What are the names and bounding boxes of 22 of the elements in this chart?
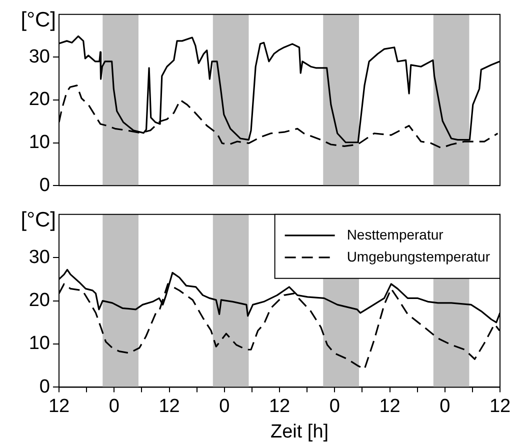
y-tick-label: 30 [28, 46, 50, 68]
y-tick-label: 20 [28, 89, 50, 110]
x-tick-label: 0 [440, 396, 450, 417]
y-axis-title: [°C] [20, 208, 56, 232]
y-tick-label: 0 [39, 376, 50, 398]
x-tick-label: 0 [108, 396, 120, 417]
x-tick-label: 0 [219, 396, 230, 417]
y-tick-label: 10 [28, 132, 50, 154]
x-tick-label: 12 [48, 396, 70, 417]
legend-label: Umgebungstemperatur [346, 248, 490, 264]
legend-label: Nesttemperatur [346, 226, 444, 242]
y-tick-label: 0 [39, 174, 50, 196]
x-tick-label: 12 [158, 396, 180, 417]
y-tick-label: 20 [28, 290, 50, 312]
x-tick-label: 12 [268, 396, 290, 417]
y-tick-label: 30 [28, 246, 50, 268]
x-tick-label: 0 [329, 396, 340, 417]
x-tick-label: 12 [379, 396, 400, 417]
x-tick-label: 12 [489, 396, 511, 417]
y-axis-title: [°C] [20, 8, 56, 32]
x-axis-title: Zeit [h] [270, 422, 329, 443]
y-tick-label: 10 [28, 333, 50, 354]
